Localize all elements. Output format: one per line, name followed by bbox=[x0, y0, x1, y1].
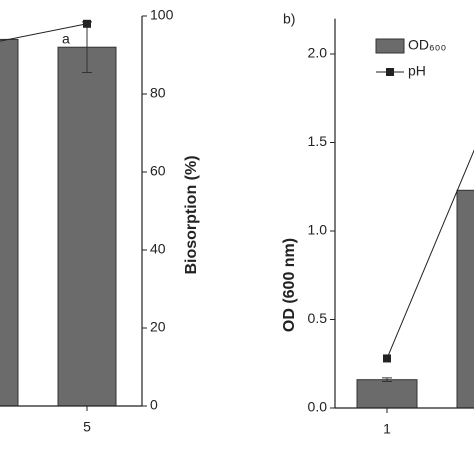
y-tick-label: 80 bbox=[150, 85, 166, 101]
y-axis-title: Biosorption (%) bbox=[183, 155, 200, 274]
bar bbox=[57, 46, 117, 407]
y-tick-label: 100 bbox=[150, 7, 174, 23]
bar bbox=[456, 189, 474, 409]
bar bbox=[356, 379, 418, 409]
y-tick-label: 1.0 bbox=[308, 222, 328, 238]
marker bbox=[83, 19, 91, 28]
x-tick-label: 5 bbox=[83, 419, 91, 435]
annotation: a bbox=[62, 31, 70, 47]
marker bbox=[383, 354, 391, 363]
y-tick-label: 1.5 bbox=[308, 133, 328, 149]
legend-label: pH bbox=[408, 63, 426, 79]
line bbox=[0, 23, 88, 42]
panel-label: b) bbox=[283, 11, 295, 27]
line bbox=[386, 149, 474, 359]
y-tick-label: 2.0 bbox=[308, 45, 328, 61]
y-tick-label: 0.0 bbox=[308, 399, 328, 415]
y-tick-label: 0.5 bbox=[308, 310, 328, 326]
y-tick-label: 20 bbox=[150, 319, 166, 335]
bar bbox=[0, 38, 19, 407]
legend-label: OD₆₀₀ bbox=[408, 37, 446, 53]
legend-swatch bbox=[375, 38, 405, 54]
error-bar bbox=[382, 377, 392, 382]
y-axis-title: OD (600 nm) bbox=[281, 238, 298, 332]
legend-marker bbox=[386, 68, 394, 76]
y-tick-label: 40 bbox=[150, 241, 166, 257]
x-tick-label: 1 bbox=[383, 421, 391, 437]
y-tick-label: 0 bbox=[150, 397, 158, 413]
y-tick-label: 60 bbox=[150, 163, 166, 179]
